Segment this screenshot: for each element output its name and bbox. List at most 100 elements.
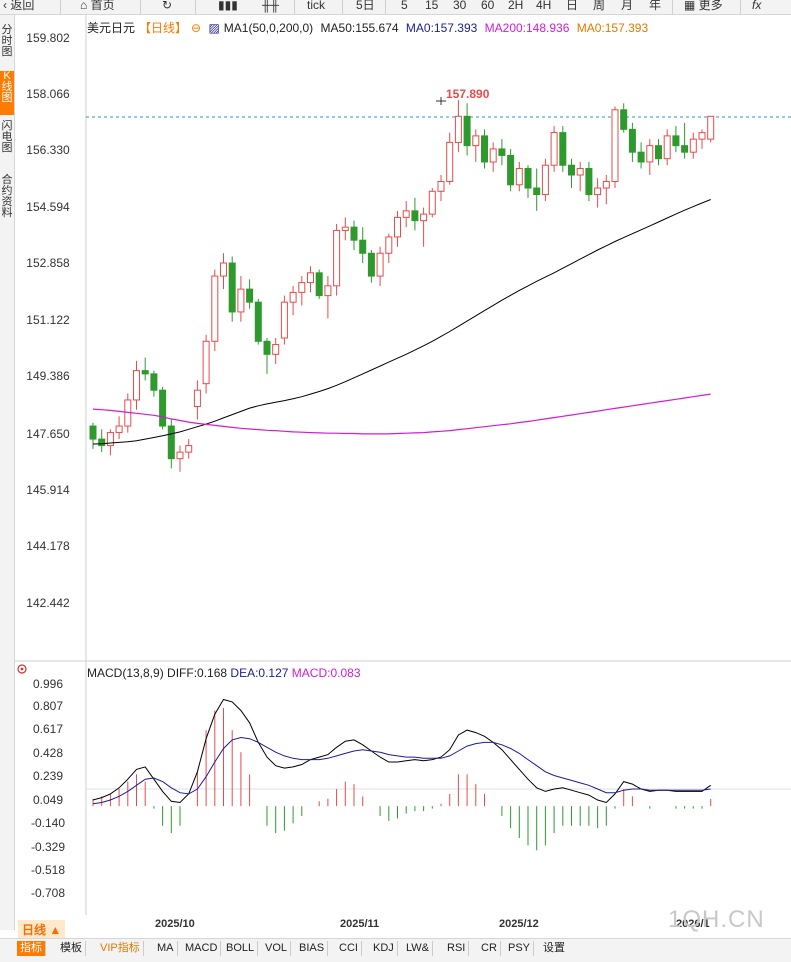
date-label: 2025/12 [499, 918, 539, 930]
candle-down [628, 128, 636, 153]
candle-up [489, 148, 497, 163]
period-2h-button[interactable]: 2H [508, 0, 524, 12]
indicator-icon[interactable]: ▨ [208, 21, 220, 35]
candle-up [646, 145, 654, 163]
left-side-tabs: 分时图 K线图 闪电图 合约资料 [0, 15, 15, 930]
tab-psy[interactable]: PSY [505, 941, 535, 956]
tab-cci[interactable]: CCI [336, 941, 362, 956]
candle-up [602, 181, 610, 189]
bar-chart-icon: ▮▮▮ [218, 0, 238, 12]
5day-button[interactable]: 5日 [356, 0, 375, 12]
price-tick: 156.330 [26, 143, 70, 157]
macd-settings-icon[interactable] [17, 664, 27, 674]
candle-type-button[interactable]: ╫╫ [262, 0, 279, 13]
tab-template[interactable]: 模板 [57, 941, 86, 956]
period-month-button[interactable]: 月 [621, 0, 634, 12]
period-year-button[interactable]: 年 [649, 0, 662, 12]
candle-down [524, 167, 532, 189]
refresh-icon: ↻ [162, 0, 173, 12]
high-price-label: 157.890 [446, 87, 490, 101]
period-4h-button[interactable]: 4H [536, 0, 552, 12]
candle-down [463, 115, 471, 147]
tab-flash-chart[interactable]: 闪电图 [1, 120, 13, 154]
tab-boll[interactable]: BOLL [223, 941, 259, 956]
candle-up [541, 164, 549, 196]
candle-up [193, 389, 201, 407]
tab-ma[interactable]: MA [154, 941, 178, 956]
candle-down [498, 148, 506, 156]
period-week-button[interactable]: 周 [593, 0, 606, 12]
period-15-button[interactable]: 15 [425, 0, 439, 12]
candle-up [454, 115, 462, 143]
candle-down [89, 425, 97, 440]
tab-time-sharing[interactable]: 分时图 [1, 24, 13, 58]
grid-icon: ▦ [684, 0, 699, 12]
macd-tick: 0.239 [32, 769, 64, 783]
tab-rsi[interactable]: RSI [444, 941, 470, 956]
candle-down [585, 167, 593, 196]
period-30-button[interactable]: 30 [453, 0, 467, 12]
macd-tick: 0.428 [32, 746, 64, 760]
tab-bias[interactable]: BIAS [296, 941, 329, 956]
candle-up [611, 109, 619, 183]
back-button[interactable]: ‹ 返回 [3, 0, 35, 12]
refresh-button[interactable]: ↻ [162, 0, 172, 13]
candle-up [420, 213, 428, 222]
candle-down [481, 135, 488, 163]
price-tick: 151.122 [26, 313, 70, 327]
tab-vol[interactable]: VOL [262, 941, 292, 956]
diff-line [92, 698, 711, 804]
tab-cr[interactable]: CR [478, 941, 501, 956]
candle-up [402, 210, 410, 218]
home-icon: ⌂ [80, 0, 91, 12]
tab-indicators[interactable]: 指标 [17, 941, 46, 956]
tab-macd[interactable]: MACD [182, 941, 222, 956]
period-selector[interactable]: 日线 ▲ [18, 920, 66, 939]
candle-up [689, 138, 697, 153]
home-button[interactable]: ⌂ 首页 [80, 0, 115, 12]
tab-kdj[interactable]: KDJ [370, 941, 398, 956]
candle-down [98, 438, 106, 447]
price-tick: 154.594 [26, 200, 70, 214]
candle-up [437, 181, 445, 192]
candle-down [167, 425, 175, 460]
candle-up [333, 229, 341, 287]
macd-dea: DEA:0.127 [230, 666, 289, 680]
tick-button[interactable]: tick [307, 0, 325, 12]
candle-up [594, 187, 602, 196]
period-60-button[interactable]: 60 [481, 0, 495, 12]
candle-up [115, 425, 123, 434]
candle-up [376, 252, 384, 277]
candle-up [446, 141, 454, 183]
price-tick: 147.650 [26, 427, 70, 441]
macd-tick: 0.049 [32, 793, 64, 807]
candle-up [237, 288, 245, 313]
candle-down [533, 187, 541, 196]
period-day-button[interactable]: 日 [566, 0, 579, 12]
candle-up [289, 291, 297, 303]
candle-down [254, 301, 262, 342]
price-tick: 159.802 [26, 31, 70, 45]
candle-down [568, 164, 575, 176]
date-label: 2026/1 [676, 918, 710, 930]
tab-kline[interactable]: K线图 [0, 71, 14, 115]
price-tick: 149.386 [26, 369, 70, 383]
more-button[interactable]: ▦ 更多 [684, 0, 723, 12]
date-label: 2025/11 [340, 918, 380, 930]
symbol-name: 美元日元 [87, 21, 136, 35]
macd-tick: 0.807 [32, 699, 64, 713]
settings-gear-icon[interactable]: ⊖ [191, 21, 202, 35]
tab-lw[interactable]: LW& [403, 941, 434, 956]
macd-tick: -0.329 [30, 840, 66, 854]
ma-indicator-name: MA1(50,0,200,0) [223, 21, 314, 35]
candle-up [280, 301, 288, 339]
candlestick-icon: ╫╫ [262, 0, 280, 12]
period-5-button[interactable]: 5 [401, 0, 408, 12]
tab-settings[interactable]: 设置 [543, 942, 565, 954]
chart-type-button[interactable]: ▮▮▮ [218, 0, 238, 13]
tab-vip-indicators[interactable]: VIP指标 [97, 941, 144, 956]
formula-button[interactable]: fx [752, 0, 762, 12]
ma0-value-a: MA0:157.393 [405, 21, 478, 35]
tab-contract-info[interactable]: 合约资料 [1, 174, 13, 219]
